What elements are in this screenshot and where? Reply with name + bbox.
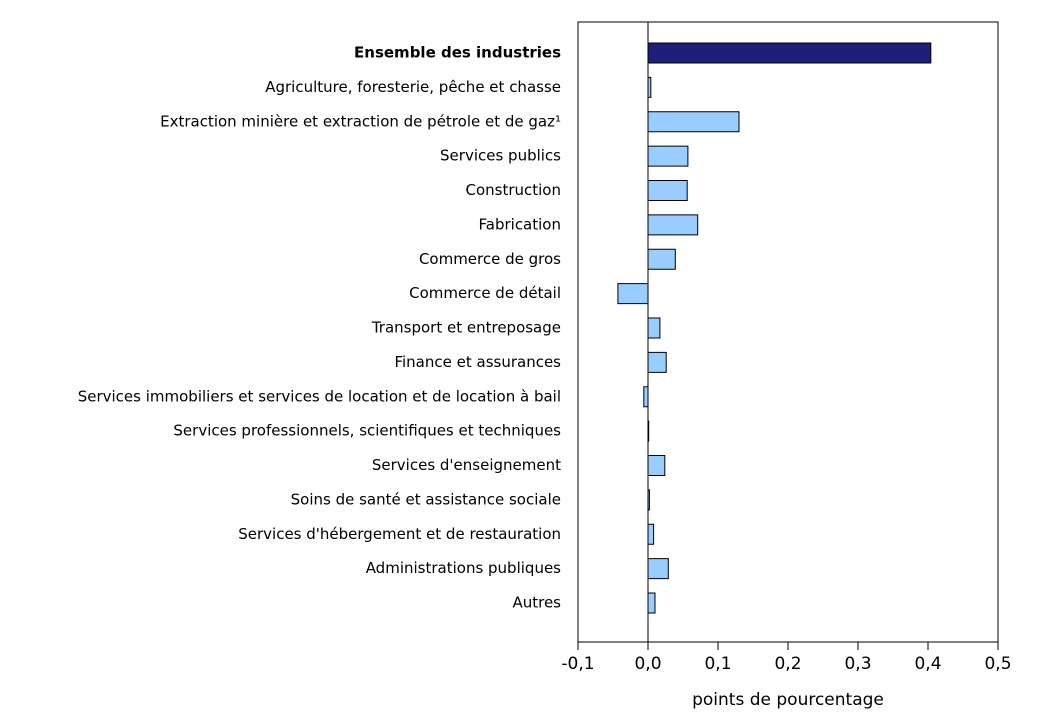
y-tick-label: Commerce de gros [419,250,561,268]
bar [647,111,740,133]
y-tick-label: Soins de santé et assistance sociale [291,490,561,508]
bar [647,145,689,167]
x-tick-label: 0,1 [704,654,731,674]
y-tick-label: Extraction minière et extraction de pétr… [160,112,561,130]
y-tick-label: Administrations publiques [366,559,561,577]
y-tick-label: Construction [465,181,561,199]
bar [647,489,650,511]
y-tick-label: Transport et entreposage [371,319,561,337]
bar [647,592,656,614]
bar [647,558,669,580]
x-tick-label: 0,3 [844,654,871,674]
x-axis-label: points de pourcentage [692,690,884,710]
x-tick-label: 0,4 [914,654,941,674]
bar [647,180,688,201]
y-tick-label: Services d'enseignement [372,456,561,474]
x-tick-label: 0,2 [774,654,801,674]
plot-frame [577,21,999,643]
bar [647,351,667,373]
bar [617,283,649,305]
y-tick-label: Agriculture, foresterie, pêche et chasse [265,78,561,96]
bar [647,523,655,545]
y-tick-label: Services publics [440,147,561,165]
bar [647,76,652,98]
bar [647,317,661,339]
y-tick-label: Finance et assurances [394,353,561,371]
bar [647,420,650,442]
x-tick-label: 0,0 [634,654,661,674]
bar [647,42,932,64]
y-tick-label: Services professionnels, scientifiques e… [173,422,561,440]
y-tick-label: Commerce de détail [409,284,561,302]
bar [647,214,699,236]
y-tick-label: Ensemble des industries [354,44,561,62]
bar [647,248,676,270]
bar [643,386,649,408]
y-tick-label: Autres [512,594,561,612]
x-tick-label: 0,5 [984,654,1011,674]
y-tick-label: Fabrication [479,215,561,233]
y-tick-label: Services immobiliers et services de loca… [78,387,561,405]
x-tick-label: -0,1 [561,654,594,674]
y-tick-label: Services d'hébergement et de restauratio… [238,525,561,543]
bar [647,455,666,476]
